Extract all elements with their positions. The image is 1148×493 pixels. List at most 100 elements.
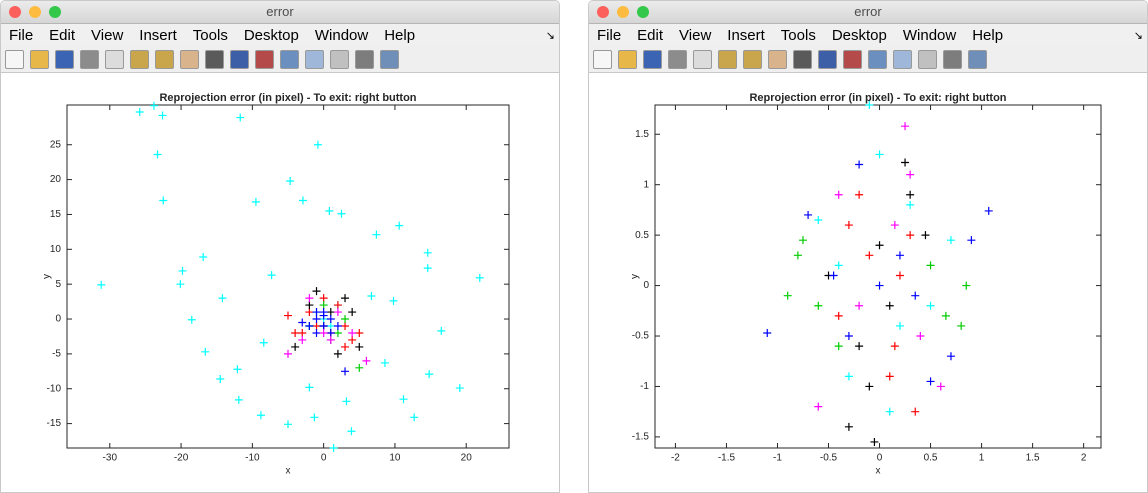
toolbar-button[interactable] (968, 49, 987, 69)
toolbar-button[interactable] (668, 49, 687, 69)
toolbar-button[interactable] (693, 49, 712, 69)
x-tick-label: 0.5 (924, 453, 938, 464)
data-point (355, 328, 364, 337)
plot-area: Reprojection error (in pixel) - To exit:… (42, 92, 510, 477)
menu-dock-arrow[interactable]: ↘ (1133, 29, 1143, 42)
window-button[interactable] (9, 6, 21, 18)
menu-item[interactable]: View (679, 26, 712, 44)
data-point (870, 437, 879, 446)
toolbar-button[interactable] (230, 49, 249, 69)
window-button[interactable] (49, 6, 61, 18)
toolbar-button[interactable] (918, 49, 937, 69)
window-controls (9, 6, 61, 18)
toolbar-button[interactable] (355, 49, 374, 69)
menu-item[interactable]: Insert (727, 26, 765, 44)
toolbar-button[interactable] (305, 49, 324, 69)
data-point (187, 315, 196, 324)
data-point (319, 301, 328, 310)
data-point (305, 383, 314, 392)
menu-item[interactable]: File (597, 26, 622, 44)
menu-item[interactable]: Desktop (243, 26, 299, 44)
data-point (291, 328, 300, 337)
toolbar-button[interactable] (205, 49, 224, 69)
toolbar-button[interactable] (55, 49, 74, 69)
data-point (425, 370, 434, 379)
window-button[interactable] (637, 6, 649, 18)
toolbar-button[interactable] (718, 49, 737, 69)
toolbar-button[interactable] (793, 49, 812, 69)
data-point (313, 140, 322, 149)
menu-item[interactable]: Help (384, 26, 416, 44)
window-button[interactable] (597, 6, 609, 18)
menu-item[interactable]: Help (972, 26, 1004, 44)
x-tick-label: -1 (773, 453, 782, 464)
data-point (305, 308, 314, 317)
data-point (341, 321, 350, 330)
toolbar-button[interactable] (843, 49, 862, 69)
data-point (834, 342, 843, 351)
toolbar-button[interactable] (868, 49, 887, 69)
data-point (298, 196, 307, 205)
menu-dock-arrow[interactable]: ↘ (545, 29, 555, 42)
chart-title: Reprojection error (in pixel) - To exit:… (159, 92, 416, 104)
toolbar-button[interactable] (818, 49, 837, 69)
data-point (423, 264, 432, 273)
data-point (333, 321, 342, 330)
menu-item[interactable]: Desktop (831, 26, 887, 44)
data-point (355, 342, 364, 351)
data-point (984, 206, 993, 215)
toolbar-button[interactable] (5, 49, 24, 69)
y-tick-label: -0.5 (632, 331, 650, 342)
toolbar-button[interactable] (80, 49, 99, 69)
chart-title: Reprojection error (in pixel) - To exit:… (749, 92, 1006, 104)
toolbar-button[interactable] (743, 49, 762, 69)
data-point (895, 321, 904, 330)
toolbar-button[interactable] (618, 49, 637, 69)
toolbar-button[interactable] (155, 49, 174, 69)
window-button[interactable] (29, 6, 41, 18)
x-tick-label: 1.5 (1026, 453, 1040, 464)
toolbar-button[interactable] (643, 49, 662, 69)
axes-box (654, 104, 1102, 449)
toolbar-button[interactable] (593, 49, 612, 69)
data-point (312, 328, 321, 337)
toolbar-button[interactable] (130, 49, 149, 69)
toolbar-button[interactable] (30, 49, 49, 69)
data-point (355, 363, 364, 372)
y-axis-label: y (630, 274, 641, 279)
data-point (256, 411, 265, 420)
toolbar-button[interactable] (180, 49, 199, 69)
y-tick-label: -5 (52, 349, 61, 360)
data-point (333, 301, 342, 310)
window-button[interactable] (617, 6, 629, 18)
menu-item[interactable]: Window (314, 26, 369, 44)
toolbar-button[interactable] (380, 49, 399, 69)
menu-item[interactable]: Window (902, 26, 957, 44)
data-point (885, 407, 894, 416)
menu-item[interactable]: Edit (49, 26, 76, 44)
data-point (362, 356, 371, 365)
data-point (814, 402, 823, 411)
data-point (798, 236, 807, 245)
toolbar-button[interactable] (280, 49, 299, 69)
data-point (865, 382, 874, 391)
x-tick-label: -30 (103, 453, 118, 464)
toolbar-button[interactable] (943, 49, 962, 69)
data-point (305, 294, 314, 303)
menu-item[interactable]: View (91, 26, 124, 44)
data-point (926, 377, 935, 386)
menu-item[interactable]: Tools (192, 26, 228, 44)
menu-item[interactable]: Tools (780, 26, 816, 44)
menu-item[interactable]: Edit (637, 26, 664, 44)
toolbar-button[interactable] (768, 49, 787, 69)
menu-item[interactable]: Insert (139, 26, 177, 44)
toolbar-button[interactable] (255, 49, 274, 69)
data-point (234, 395, 243, 404)
menu-item[interactable]: File (9, 26, 34, 44)
toolbar-button[interactable] (893, 49, 912, 69)
data-point (475, 273, 484, 282)
toolbar-button[interactable] (330, 49, 349, 69)
toolbar-button[interactable] (105, 49, 124, 69)
data-point (906, 200, 915, 209)
data-point (895, 271, 904, 280)
